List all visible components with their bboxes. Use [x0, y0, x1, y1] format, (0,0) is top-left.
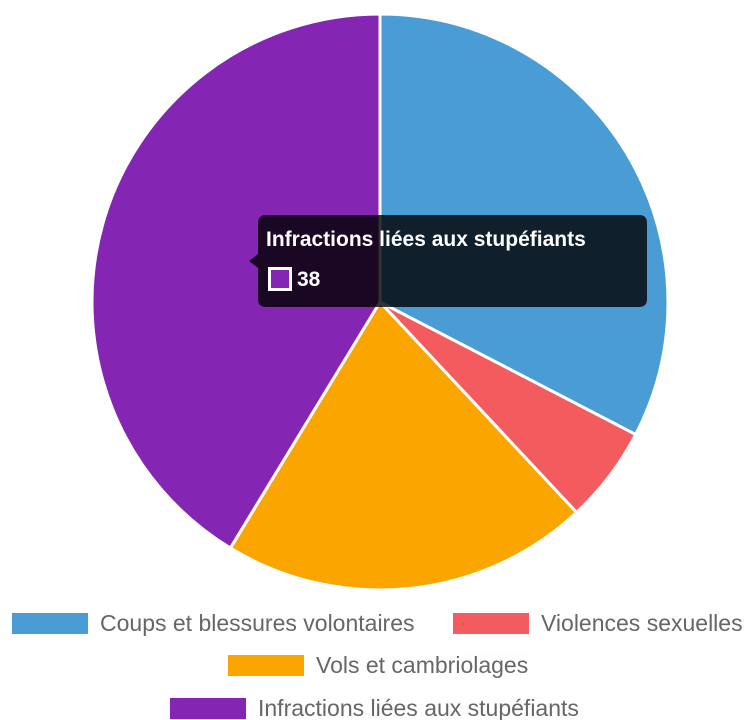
legend-item-infractions[interactable]: Infractions liées aux stupéfiants [170, 695, 579, 720]
legend-label-coups: Coups et blessures volontaires [100, 610, 415, 636]
slice-infractions[interactable] [90, 12, 382, 550]
tooltip: Infractions liées aux stupéfiants 38 [249, 215, 647, 307]
legend: Coups et blessures volontaires Violences… [12, 610, 743, 720]
legend-swatch-coups [12, 613, 88, 634]
legend-item-vols[interactable]: Vols et cambriolages [228, 652, 528, 678]
tooltip-title: Infractions liées aux stupéfiants [266, 228, 586, 251]
legend-label-vols: Vols et cambriolages [316, 652, 528, 678]
legend-item-violences[interactable]: Violences sexuelles [453, 610, 743, 636]
legend-label-violences: Violences sexuelles [541, 610, 743, 636]
legend-swatch-violences [453, 613, 529, 634]
slice-vols[interactable] [228, 300, 579, 592]
legend-swatch-infractions [170, 698, 246, 719]
legend-item-coups[interactable]: Coups et blessures volontaires [12, 610, 415, 636]
legend-label-infractions: Infractions liées aux stupéfiants [258, 695, 579, 720]
tooltip-swatch-fill [271, 270, 289, 288]
tooltip-box [249, 215, 647, 307]
tooltip-value: 38 [297, 268, 321, 291]
legend-swatch-vols [228, 655, 304, 676]
